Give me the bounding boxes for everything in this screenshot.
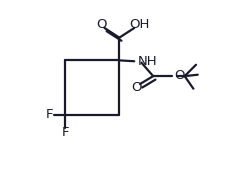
Text: F: F: [61, 126, 69, 139]
Text: F: F: [46, 108, 53, 121]
Text: OH: OH: [129, 18, 149, 31]
Text: NH: NH: [138, 55, 157, 68]
Text: O: O: [96, 18, 107, 31]
Text: O: O: [132, 81, 142, 94]
Text: O: O: [174, 69, 185, 82]
